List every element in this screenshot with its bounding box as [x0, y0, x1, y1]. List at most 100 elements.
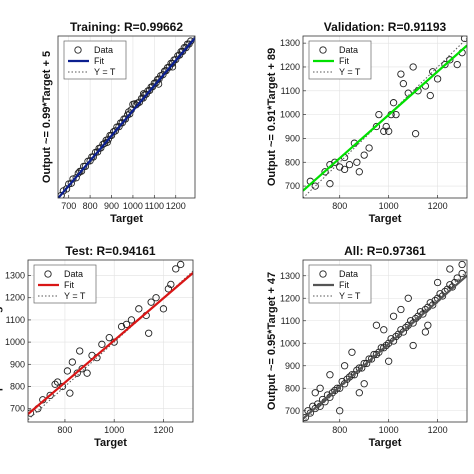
data-point	[306, 409, 314, 417]
x-axis-label: Target	[369, 437, 402, 449]
legend-identity-label: Y = T	[64, 291, 86, 301]
data-point	[331, 386, 339, 395]
data-point	[382, 122, 390, 131]
y-tick-label: 1300	[5, 271, 25, 281]
data-point	[426, 91, 434, 100]
y-axis-label: Output ~= 0.95*Target + 58	[0, 272, 3, 410]
data-point	[145, 329, 153, 337]
plot-content	[58, 36, 195, 198]
y-tick-label: 700	[10, 404, 25, 414]
data-point	[429, 301, 437, 309]
legend-data-marker	[319, 270, 327, 278]
data-point	[343, 375, 351, 383]
chart-title: Validation: R=0.91193	[324, 20, 447, 34]
y-tick-label: 800	[285, 383, 300, 393]
data-point	[345, 373, 354, 381]
axes-frame	[57, 35, 196, 199]
data-point	[77, 167, 86, 175]
data-point	[380, 344, 388, 352]
data-point	[385, 339, 393, 347]
x-tick-label: 700	[61, 201, 76, 211]
data-point	[458, 260, 466, 269]
x-axis-label: Target	[94, 437, 127, 449]
data-point	[67, 179, 75, 187]
data-point	[72, 174, 80, 182]
data-point	[424, 321, 432, 329]
x-axis-label: Target	[369, 213, 402, 225]
y-tick-label: 800	[285, 157, 300, 167]
x-tick-label: 1200	[428, 425, 448, 435]
legend-fit-label: Fit	[64, 280, 74, 290]
data-point	[360, 151, 368, 159]
data-point	[336, 407, 344, 415]
data-point	[409, 319, 417, 327]
data-point	[127, 316, 136, 324]
data-point	[316, 384, 324, 392]
legend-data-label: Data	[339, 45, 358, 55]
data-point	[73, 369, 81, 377]
x-tick-label: 1200	[166, 201, 186, 211]
data-point	[46, 391, 54, 400]
plot-content	[28, 260, 193, 421]
data-point	[311, 404, 319, 413]
y-tick-label: 1000	[280, 110, 300, 120]
data-point	[438, 292, 447, 300]
data-point	[375, 110, 383, 119]
y-tick-label: 700	[285, 406, 300, 416]
legend-identity-label: Y = T	[94, 67, 116, 77]
data-point	[367, 355, 376, 363]
x-tick-label: 1000	[379, 425, 399, 435]
data-point	[372, 321, 381, 329]
data-point	[122, 320, 131, 329]
data-point	[458, 269, 466, 278]
x-tick-label: 900	[104, 201, 119, 211]
legend-data-marker	[74, 46, 82, 54]
data-point	[121, 115, 130, 123]
data-point	[117, 322, 126, 331]
data-point	[66, 389, 74, 397]
data-point	[172, 265, 180, 273]
x-tick-label: 1200	[428, 201, 448, 211]
data-point	[311, 389, 319, 397]
y-tick-label: 1100	[281, 316, 300, 326]
data-point	[340, 165, 349, 174]
data-point	[331, 158, 339, 166]
data-point	[353, 158, 361, 166]
data-point	[419, 310, 427, 318]
legend-data-label: Data	[339, 269, 358, 279]
data-point	[360, 380, 368, 388]
data-point	[98, 340, 106, 348]
data-point	[392, 110, 400, 119]
y-tick-label: 900	[285, 133, 300, 143]
y-tick-label: 700	[285, 181, 300, 191]
legend-fit-label: Fit	[94, 56, 104, 66]
y-tick-label: 1300	[280, 271, 300, 281]
data-point	[167, 280, 175, 289]
legend-data-marker	[44, 270, 52, 278]
data-point	[355, 168, 363, 176]
data-point	[399, 328, 408, 336]
data-point	[441, 60, 449, 69]
data-point	[397, 305, 405, 314]
data-point	[326, 371, 334, 379]
chart-title: Test: R=0.94161	[65, 244, 155, 258]
chart-panel-3: 800 1000 1200 700 800 900 1000 1100 1200 1300 Test…	[0, 244, 194, 449]
data-point	[348, 371, 356, 379]
data-point	[345, 160, 354, 169]
x-tick-label: 1100	[145, 201, 164, 211]
data-point	[111, 127, 120, 135]
data-point	[394, 330, 403, 338]
data-point	[372, 122, 381, 131]
data-point	[311, 182, 319, 190]
data-point	[63, 367, 72, 375]
legend-fit-label: Fit	[339, 280, 349, 290]
axes-frame	[302, 35, 468, 199]
data-point	[159, 305, 168, 313]
data-point	[53, 378, 62, 386]
data-point	[76, 347, 84, 355]
x-tick-label: 800	[57, 425, 72, 435]
data-point	[326, 180, 334, 188]
